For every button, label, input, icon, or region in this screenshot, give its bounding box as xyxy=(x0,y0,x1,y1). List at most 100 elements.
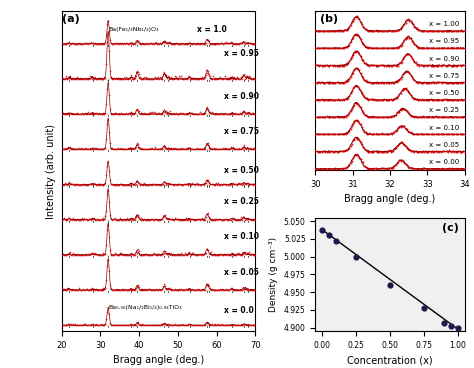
Point xyxy=(346,110,353,116)
Point xyxy=(399,56,407,62)
Point xyxy=(154,146,162,152)
Point xyxy=(231,181,239,187)
Point xyxy=(122,322,130,328)
Point xyxy=(150,181,158,187)
Point xyxy=(144,217,151,223)
Point xyxy=(164,145,172,151)
Point xyxy=(410,40,418,46)
Point xyxy=(198,215,206,221)
Point xyxy=(172,146,179,152)
Point xyxy=(343,164,351,170)
Point xyxy=(343,43,351,49)
Point xyxy=(171,41,178,47)
Point xyxy=(365,96,373,102)
Point xyxy=(167,111,174,117)
Point xyxy=(205,250,212,256)
Point xyxy=(168,216,175,222)
Point xyxy=(206,41,213,47)
Point xyxy=(412,42,419,48)
Point xyxy=(137,287,144,293)
Point xyxy=(103,172,110,178)
Point xyxy=(189,322,197,328)
Point xyxy=(162,108,170,114)
Point xyxy=(332,80,339,86)
Point xyxy=(393,44,401,50)
Point xyxy=(182,322,190,328)
Point xyxy=(173,146,180,152)
Point xyxy=(365,114,373,120)
Point xyxy=(252,287,259,293)
Point xyxy=(239,286,246,291)
Point xyxy=(438,28,446,34)
Point xyxy=(250,111,257,117)
Point xyxy=(99,182,106,188)
Point xyxy=(378,130,386,136)
Point xyxy=(64,217,71,223)
Point xyxy=(68,76,75,82)
Point xyxy=(164,285,172,291)
Point xyxy=(206,216,213,222)
Point xyxy=(232,111,240,117)
Point xyxy=(72,76,79,82)
Point xyxy=(406,129,413,135)
Point xyxy=(109,111,116,117)
Point xyxy=(109,182,117,188)
Point xyxy=(202,107,210,113)
Point xyxy=(86,251,94,257)
Point xyxy=(185,322,193,328)
Point xyxy=(417,166,424,172)
Point xyxy=(208,146,215,152)
Point xyxy=(186,217,194,223)
Point xyxy=(224,322,232,328)
Point xyxy=(69,322,76,328)
Point xyxy=(76,41,84,47)
Point xyxy=(174,252,182,258)
Point xyxy=(397,139,404,145)
Point xyxy=(100,287,107,293)
Point xyxy=(410,59,418,65)
Point xyxy=(436,28,443,33)
Point xyxy=(245,287,252,293)
Point xyxy=(363,27,371,33)
Point xyxy=(248,217,255,223)
Point xyxy=(211,287,219,293)
Point xyxy=(397,60,404,66)
Point xyxy=(153,252,161,258)
Point xyxy=(171,215,178,220)
Point xyxy=(176,73,183,79)
Point xyxy=(319,28,327,34)
Point xyxy=(122,74,130,80)
Point xyxy=(417,45,424,51)
Point xyxy=(107,68,114,74)
Point xyxy=(389,130,397,136)
Point xyxy=(110,182,118,188)
Point xyxy=(209,287,216,293)
Point xyxy=(155,251,163,257)
Point xyxy=(185,109,193,115)
Point xyxy=(78,110,86,116)
Point xyxy=(314,79,322,85)
Text: x = 0.95: x = 0.95 xyxy=(429,38,459,45)
Point xyxy=(106,28,113,34)
Point xyxy=(224,40,232,46)
Point xyxy=(356,137,363,143)
Point xyxy=(250,251,257,257)
Point xyxy=(136,74,143,80)
Point xyxy=(88,216,96,222)
Point xyxy=(103,316,110,322)
Point xyxy=(221,322,229,328)
Point xyxy=(235,287,243,293)
Point xyxy=(177,110,184,116)
Point xyxy=(413,149,421,155)
Point xyxy=(371,165,378,171)
Point xyxy=(62,322,69,328)
Point xyxy=(398,74,406,79)
Point xyxy=(208,109,215,115)
Point xyxy=(188,146,196,152)
Point xyxy=(427,114,435,120)
Text: x = 0.50: x = 0.50 xyxy=(224,166,259,175)
Point xyxy=(126,182,134,188)
Point xyxy=(218,40,225,46)
Point xyxy=(145,322,152,328)
Point xyxy=(97,146,104,152)
